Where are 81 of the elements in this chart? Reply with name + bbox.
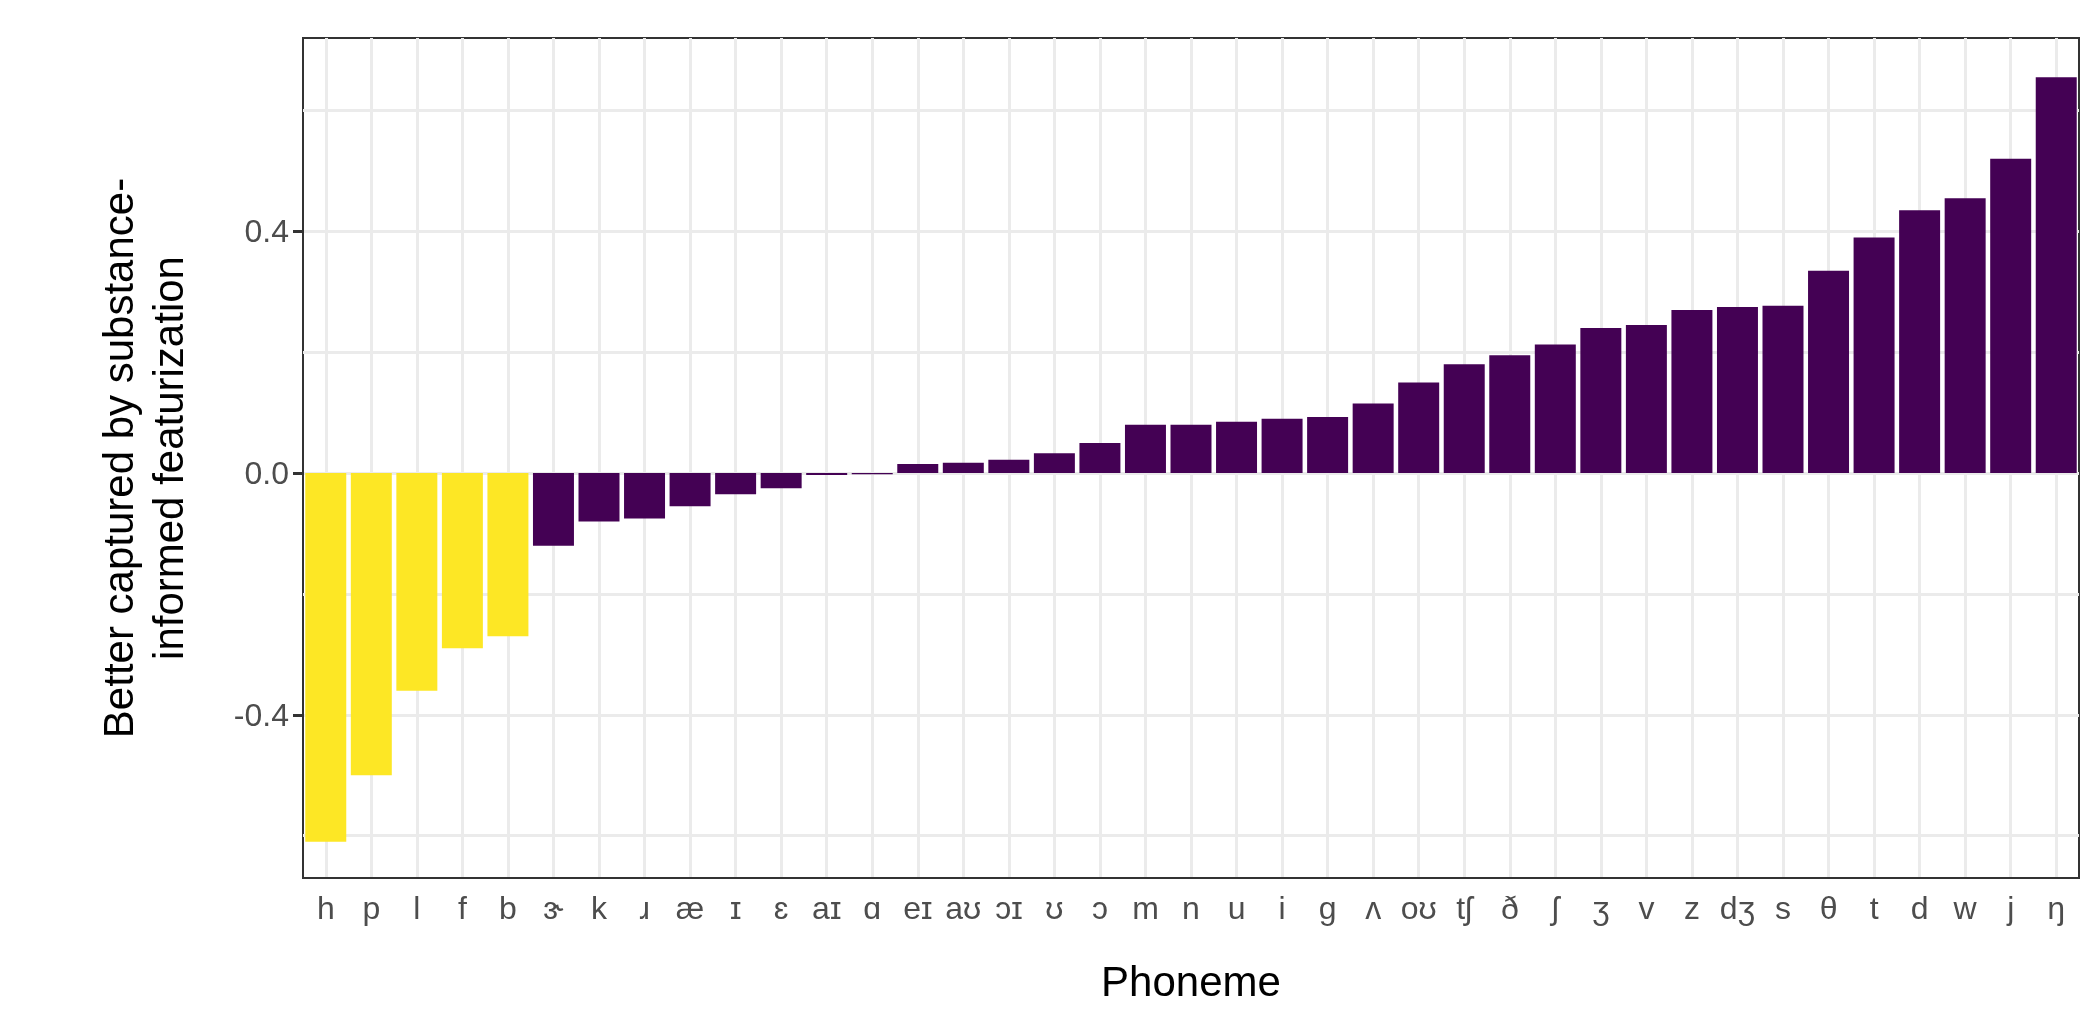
bar <box>715 473 757 495</box>
x-tick-label: d <box>1910 890 1929 926</box>
bar <box>1534 344 1576 474</box>
bar <box>1899 210 1941 474</box>
x-tick-label: aɪ <box>812 890 842 926</box>
x-tick-label: ŋ <box>2047 890 2066 926</box>
bar <box>897 464 939 474</box>
y-tick-label: -0.4 <box>233 696 289 733</box>
x-tick-label: tʃ <box>1456 890 1476 926</box>
bar <box>305 473 347 842</box>
bar <box>1261 418 1303 474</box>
bar <box>760 473 802 489</box>
x-tick-label: z <box>1683 890 1700 926</box>
x-tick-label: ʒ <box>1592 890 1610 926</box>
x-tick-label: n <box>1182 890 1200 926</box>
x-tick-label: h <box>316 890 335 926</box>
x-tick-label: ɪ <box>729 890 742 926</box>
x-tick-label: t <box>1869 890 1879 926</box>
x-tick-label: aʊ <box>945 890 982 926</box>
x-tick-label: f <box>457 890 467 926</box>
bar <box>1124 424 1166 474</box>
x-tick-label: b <box>499 890 517 926</box>
y-tick-label: 0.0 <box>244 455 289 492</box>
bar <box>578 473 620 522</box>
x-tick-label: v <box>1638 890 1655 926</box>
bar <box>1625 325 1667 474</box>
x-tick-label: ɔɪ <box>995 890 1023 926</box>
x-tick-label: g <box>1318 890 1337 926</box>
x-tick-label: æ <box>675 890 705 926</box>
x-tick-label: i <box>1278 890 1286 926</box>
bar <box>669 473 711 507</box>
x-tick-label: ʊ <box>1045 890 1064 926</box>
x-tick-label: ɝ <box>543 890 565 926</box>
x-tick-label: ɛ <box>773 890 789 926</box>
x-axis-title: Phoneme <box>1101 957 1281 1005</box>
bar <box>1808 270 1850 474</box>
x-tick-label: ʌ <box>1365 890 1382 926</box>
bar <box>1671 309 1713 474</box>
bar <box>487 473 529 637</box>
x-tick-label: w <box>1952 890 1978 926</box>
x-tick-label: ʃ <box>1549 890 1562 926</box>
bar <box>1489 355 1531 474</box>
bar <box>441 473 483 649</box>
x-tick-label: j <box>2006 890 2015 926</box>
bar <box>1307 416 1349 474</box>
bar <box>1170 424 1212 474</box>
bar <box>1762 305 1804 474</box>
bar <box>1944 198 1986 474</box>
x-tick-label: l <box>413 890 421 926</box>
bar <box>396 473 438 691</box>
bar <box>532 473 574 546</box>
x-tick-label: k <box>591 890 608 926</box>
bar <box>624 473 666 519</box>
x-tick-label: ɔ <box>1091 890 1108 926</box>
x-tick-label: m <box>1132 890 1159 926</box>
bar <box>2035 77 2077 474</box>
x-tick-label: ð <box>1500 890 1519 926</box>
x-tick-label: u <box>1227 890 1246 926</box>
bar <box>1990 158 2032 474</box>
bar <box>1716 306 1758 474</box>
bar <box>1853 237 1895 474</box>
x-tick-label: ɑ <box>863 890 882 926</box>
x-tick-label: ɹ <box>639 890 650 926</box>
y-tick-label: 0.4 <box>244 213 289 250</box>
x-tick-label: eɪ <box>903 890 933 926</box>
y-axis-title: Better captured by substance-informed featurization <box>94 177 192 739</box>
bar <box>988 459 1030 474</box>
bar <box>1079 442 1121 474</box>
bar <box>1580 328 1622 474</box>
bar <box>1352 403 1394 474</box>
bar <box>350 473 392 776</box>
x-tick-label: s <box>1775 890 1791 926</box>
bar <box>1443 364 1485 474</box>
bar <box>1398 382 1440 474</box>
bar <box>1216 421 1258 474</box>
x-tick-label: dʒ <box>1719 890 1756 926</box>
bar <box>1033 453 1075 474</box>
x-tick-label: oʊ <box>1400 890 1437 926</box>
x-tick-label: p <box>362 890 381 926</box>
bar <box>942 462 984 474</box>
x-tick-label: θ <box>1819 890 1838 926</box>
